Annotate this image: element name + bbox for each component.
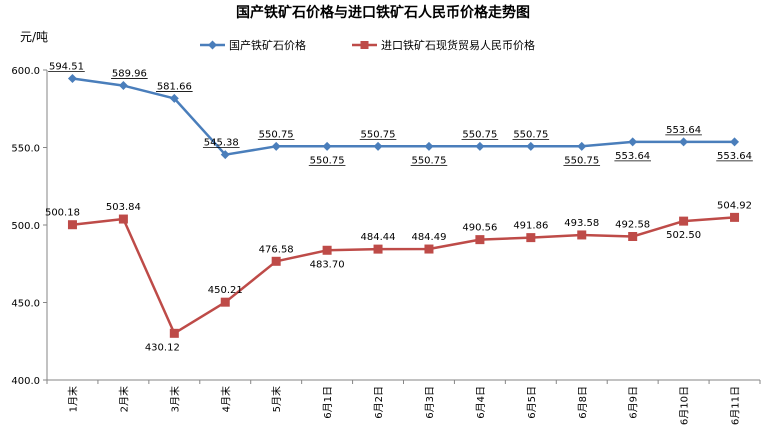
data-label: 550.75 — [513, 129, 548, 140]
data-point-marker — [118, 214, 128, 224]
data-label: 545.38 — [204, 138, 239, 149]
data-label: 550.75 — [259, 129, 294, 140]
data-label: 492.58 — [615, 220, 650, 231]
x-tick-label: 5月末 — [270, 386, 283, 412]
data-label: 484.44 — [361, 232, 396, 243]
legend-marker-import — [360, 41, 369, 49]
data-label: 550.75 — [361, 129, 396, 140]
data-point-marker — [526, 141, 536, 151]
data-point-marker — [271, 256, 281, 266]
data-label: 594.51 — [49, 62, 84, 73]
data-label: 500.18 — [45, 208, 80, 219]
data-point-marker — [220, 297, 230, 307]
series-line-0 — [72, 77, 735, 156]
axes: 400.0 450.0 500.0 550.0 600.0 1月末 2月末 3月末 4月末 5月末… — [11, 66, 761, 425]
x-tick-label: 2月末 — [117, 386, 130, 412]
x-tick-label: 6月4日 — [475, 386, 487, 419]
data-label: 491.86 — [513, 221, 548, 232]
data-label: 483.70 — [310, 259, 345, 270]
data-point-marker — [220, 150, 230, 160]
data-point-marker — [730, 212, 740, 222]
y-tick-label: 450.0 — [11, 299, 40, 310]
data-label: 503.84 — [106, 202, 141, 213]
legend-item-domestic: 国产铁矿石价格 — [200, 38, 306, 52]
data-point-marker — [424, 141, 434, 151]
y-tick-label: 500.0 — [11, 221, 40, 232]
x-tick-label: 6月11日 — [730, 386, 742, 425]
data-point-marker — [271, 141, 281, 151]
series-line-1 — [72, 216, 735, 335]
data-label: 553.64 — [615, 151, 650, 162]
data-label: 550.75 — [411, 155, 446, 166]
data-point-marker — [628, 232, 638, 242]
data-point-marker — [169, 328, 179, 338]
data-point-marker — [169, 93, 179, 103]
y-tick-label: 600.0 — [11, 66, 40, 77]
data-label: 490.56 — [462, 223, 497, 234]
y-tick-label: 400.0 — [11, 376, 40, 387]
x-tick-label: 6月1日 — [322, 386, 334, 419]
data-point-marker — [577, 230, 587, 240]
data-label: 430.12 — [145, 342, 180, 353]
x-tick-label: 4月末 — [219, 386, 232, 412]
data-point-marker — [373, 244, 383, 254]
data-label: 504.92 — [717, 200, 752, 211]
data-label: 553.64 — [666, 125, 701, 136]
data-label: 484.49 — [411, 232, 446, 243]
data-point-marker — [322, 245, 332, 255]
x-tick-label: 3月末 — [168, 386, 181, 412]
legend-marker-domestic — [208, 40, 217, 50]
data-point-marker — [475, 141, 485, 151]
x-tick-label: 6月3日 — [424, 386, 436, 419]
x-tick-label: 6月9日 — [628, 386, 640, 419]
legend-label-import: 进口铁矿石现货贸易人民币价格 — [381, 38, 535, 52]
data-label: 550.75 — [310, 155, 345, 166]
data-point-marker — [679, 137, 689, 147]
data-point-marker — [67, 220, 77, 230]
data-label: 502.50 — [666, 230, 701, 241]
data-point-marker — [424, 244, 434, 254]
data-label: 476.58 — [259, 244, 294, 255]
data-label: 493.58 — [564, 218, 599, 229]
data-label: 550.75 — [564, 155, 599, 166]
data-label: 581.66 — [157, 81, 192, 92]
x-tick-label: 6月10日 — [679, 386, 691, 425]
data-point-marker — [679, 216, 689, 226]
data-label: 589.96 — [112, 69, 147, 80]
x-tick-label: 1月末 — [66, 386, 79, 412]
data-point-marker — [322, 141, 332, 151]
x-tick-label: 6月8日 — [577, 386, 589, 419]
data-label: 553.64 — [717, 151, 752, 162]
data-point-marker — [577, 141, 587, 151]
data-point-marker — [475, 235, 485, 245]
data-point-marker — [118, 81, 128, 91]
y-axis-unit-label: 元/吨 — [20, 30, 48, 44]
series-layer — [67, 74, 740, 338]
legend-label-domestic: 国产铁矿石价格 — [229, 38, 306, 52]
data-label: 450.21 — [208, 285, 243, 296]
x-tick-label: 6月2日 — [373, 386, 385, 419]
data-point-marker — [373, 141, 383, 151]
data-point-marker — [526, 233, 536, 243]
data-point-marker — [67, 74, 77, 84]
x-tick-label: 6月5日 — [526, 386, 538, 419]
data-label: 550.75 — [462, 129, 497, 140]
y-tick-label: 550.0 — [11, 144, 40, 155]
data-point-marker — [730, 137, 740, 147]
legend-item-import: 进口铁矿石现货贸易人民币价格 — [352, 38, 535, 52]
data-labels: 594.51 589.96 581.66 545.38 550.75 550.75 550.… — [45, 62, 753, 353]
data-point-marker — [628, 137, 638, 147]
legend: 国产铁矿石价格 进口铁矿石现货贸易人民币价格 — [200, 38, 535, 52]
chart-title: 国产铁矿石价格与进口铁矿石人民币价格走势图 — [236, 4, 530, 21]
